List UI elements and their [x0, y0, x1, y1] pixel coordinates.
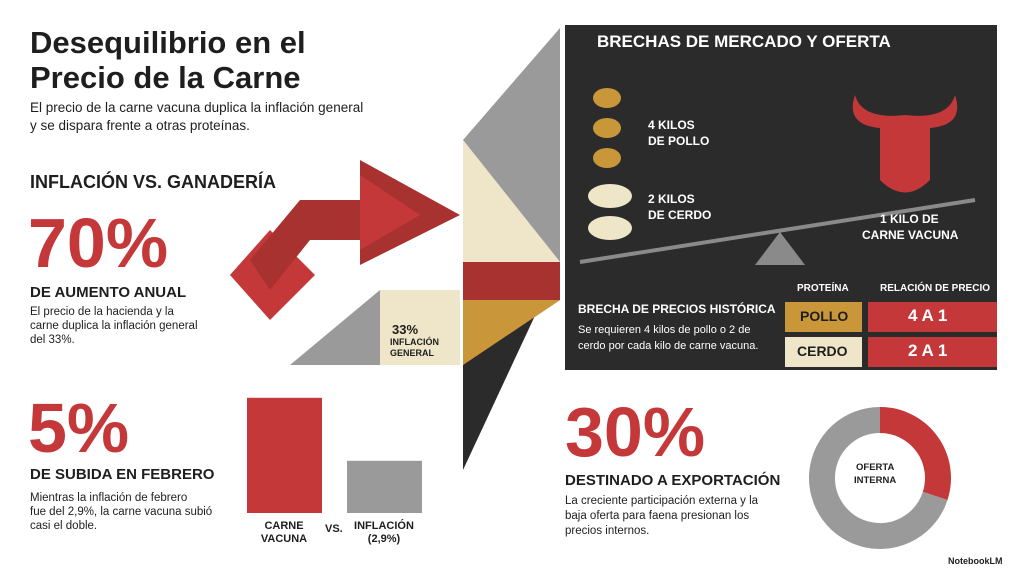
big-number: 70% [28, 204, 169, 282]
shape [360, 175, 420, 250]
body: baja oferta para faena presionan los [565, 510, 750, 522]
shape [380, 290, 460, 365]
bar [347, 460, 422, 513]
donut-slice [879, 407, 951, 500]
category-label: (2,9%) [367, 533, 401, 545]
marker: INFLACIÓN [390, 337, 439, 347]
body: Mientras la inflación de febrero [30, 492, 188, 504]
cell [785, 302, 862, 332]
label: DESTINADO A EXPORTACIÓN [565, 472, 781, 489]
label: DE POLLO [648, 134, 710, 148]
marker: GENERAL [390, 348, 435, 358]
category-label: INFLACIÓN [354, 520, 414, 532]
center-label: INTERNA [854, 475, 897, 486]
seesaw [579, 198, 976, 264]
label: DE SUBIDA EN FEBRERO [30, 466, 215, 483]
cell [868, 337, 997, 367]
label: 4 KILOS [648, 118, 695, 132]
label: DE CERDO [648, 208, 712, 222]
body: del 33%. [30, 334, 75, 346]
donut-slice [809, 407, 948, 549]
big-number: 30% [565, 393, 706, 471]
body: La creciente participación externa y la [565, 495, 759, 507]
table-cell: 2 A 1 [908, 341, 948, 360]
table-header: PROTEÍNA [797, 283, 849, 294]
label: 2 KILOS [648, 192, 695, 206]
heading: INFLACIÓN VS. GANADERÍA [30, 172, 277, 192]
title: Desequilibrio en el [30, 25, 306, 60]
table-cell: 4 A 1 [908, 306, 948, 325]
category-label: CARNE [264, 520, 304, 532]
label: DE AUMENTO ANUAL [30, 284, 187, 301]
body: casi el doble. [30, 520, 98, 532]
body: El precio de la hacienda y la [30, 306, 174, 318]
pig-icons [588, 184, 632, 240]
shape [463, 140, 560, 262]
shape [463, 28, 560, 262]
chicken-icons [593, 88, 621, 168]
cell [868, 302, 997, 332]
footer: NotebookLM [948, 556, 1003, 566]
category-label: VACUNA [260, 533, 308, 545]
panel-title: BRECHAS DE MERCADO Y OFERTA [597, 32, 891, 51]
label: CARNE VACUNA [862, 228, 959, 242]
center-label: OFERTA [856, 462, 895, 473]
body: Se requieren 4 kilos de pollo o 2 de [578, 324, 751, 336]
cell [785, 337, 862, 367]
marker: 33% [392, 322, 419, 337]
label: 1 KILO DE [880, 212, 939, 226]
cow-icon [852, 95, 958, 193]
fulcrum [755, 232, 805, 265]
shape [463, 300, 560, 365]
big-number: 5% [28, 389, 130, 467]
shape [290, 290, 380, 365]
title: Precio de la Carne [30, 60, 301, 95]
table-cell: POLLO [800, 308, 849, 324]
shape [250, 160, 460, 290]
bar [247, 397, 322, 513]
label: BRECHA DE PRECIOS HISTÓRICA [578, 302, 776, 316]
body: precios internos. [565, 525, 650, 537]
body: fue del 2,9%, la carne vacuna subió [30, 506, 213, 518]
body: cerdo por cada kilo de carne vacuna. [578, 340, 759, 352]
subtitle: y se dispara frente a otras proteínas. [30, 118, 250, 133]
table-header: RELACIÓN DE PRECIO [880, 283, 991, 294]
versus: VS. [325, 523, 343, 535]
subtitle: El precio de la carne vacuna duplica la … [30, 100, 364, 115]
table-cell: CERDO [797, 343, 848, 359]
body: carne duplica la inflación general [30, 320, 198, 332]
